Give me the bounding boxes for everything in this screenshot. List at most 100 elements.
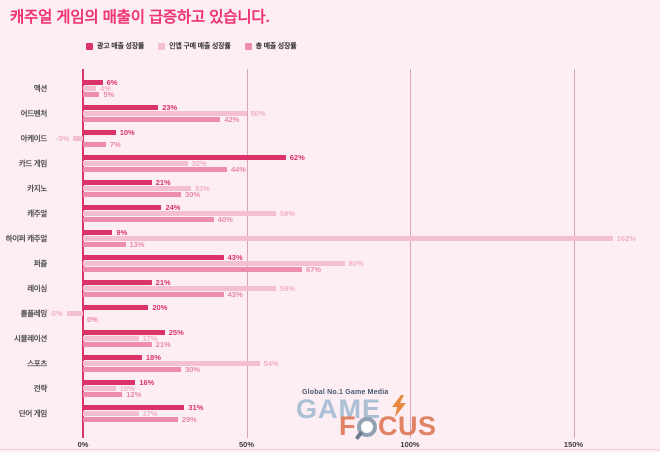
bar-ad-revenue (83, 80, 103, 85)
bar-iap-revenue (83, 111, 247, 116)
chart-row: 퍼즐 43% 80% 67% (0, 251, 660, 276)
bar-total-revenue (83, 217, 214, 222)
y-axis-line (82, 69, 84, 438)
value-label-total-revenue: 30% (185, 365, 201, 374)
value-label-ad-revenue: 23% (162, 103, 178, 112)
bar-ad-revenue (83, 255, 224, 260)
chart-row: 카지노 21% 33% 30% (0, 176, 660, 201)
value-label-iap-revenue: 162% (616, 234, 636, 243)
bar-total-revenue (83, 367, 182, 372)
bar-iap-revenue (83, 161, 188, 166)
value-label-total-revenue: 29% (181, 415, 197, 424)
value-label-iap-revenue: 4% (100, 84, 111, 93)
legend-item-label: 인앱 구매 매출 성장률 (169, 43, 231, 50)
value-label-ad-revenue: 43% (227, 253, 243, 262)
chart-row: 아케이드 10% -3% 7% (0, 126, 660, 151)
gridline-50% (246, 69, 248, 438)
value-label-total-revenue: 21% (155, 340, 171, 349)
category-label: 카드 게임 (18, 159, 47, 168)
bar-ad-revenue (83, 355, 142, 360)
bar-iap-revenue (83, 236, 613, 241)
bar-total-revenue (83, 417, 178, 422)
bar-iap-revenue (83, 286, 276, 291)
value-label-ad-revenue: 20% (152, 303, 168, 312)
bar-ad-revenue (83, 105, 159, 110)
value-label-ad-revenue: 18% (145, 353, 161, 362)
value-label-ad-revenue: 9% (116, 228, 128, 237)
category-label: 아케이드 (20, 134, 48, 143)
value-label-iap-revenue: 17% (142, 409, 158, 418)
category-label: 단어 게임 (18, 409, 47, 418)
chart-row: 어드벤처 23% 50% 42% (0, 101, 660, 126)
category-label: 롤플레잉 (20, 309, 48, 318)
lightning-bolt-shape (392, 395, 406, 417)
value-label-ad-revenue: 21% (155, 178, 171, 187)
bar-total-revenue (83, 142, 106, 147)
bar-total-revenue (83, 167, 227, 172)
category-label: 카지노 (27, 184, 47, 193)
x-tick-100%: 100% (400, 440, 420, 449)
bar-ad-revenue (83, 380, 136, 385)
legend-item-label: 광고 매출 성장률 (97, 43, 145, 50)
value-label-iap-revenue: 80% (348, 259, 364, 268)
category-label: 캐주얼 (27, 209, 47, 218)
category-label: 액션 (33, 84, 48, 93)
legend-item-label: 총 매출 성장률 (255, 43, 297, 50)
value-label-total-revenue: 40% (217, 215, 233, 224)
value-label-total-revenue: 13% (129, 240, 145, 249)
category-label: 전략 (33, 384, 48, 393)
value-label-total-revenue: 44% (230, 165, 246, 174)
chart-row: 시뮬레이션 25% 17% 21% (0, 326, 660, 351)
bar-total-revenue (83, 192, 182, 197)
bar-total-revenue (83, 92, 100, 97)
bar-total-revenue (83, 267, 303, 272)
value-label-total-revenue: 5% (103, 90, 115, 99)
chart-row: 롤플레잉 20% -5% 0% (0, 301, 660, 326)
magnifier-icon (357, 416, 377, 437)
bar-total-revenue (83, 292, 224, 297)
x-tick-150%: 150% (563, 440, 584, 449)
gamefocus-logo: Global No.1 Game Media GAME F CUS (296, 387, 456, 449)
category-label: 퍼즐 (33, 259, 48, 268)
x-tick-50%: 50% (238, 440, 254, 449)
logo-tagline: Global No.1 Game Media (302, 389, 389, 396)
value-label-iap-revenue: 59% (279, 284, 295, 293)
bar-total-revenue (83, 392, 123, 397)
x-tick-0%: 0% (77, 440, 89, 449)
legend-item: 총 매출 성장률 (244, 41, 297, 51)
bar-iap-revenue (83, 261, 345, 266)
logo-focus-cus: CUS (378, 411, 437, 441)
category-label: 레이싱 (27, 284, 47, 293)
value-label-ad-revenue: 21% (155, 278, 171, 287)
legend-item: 광고 매출 성장률 (86, 41, 144, 51)
category-label: 스포츠 (27, 359, 47, 368)
category-label: 하이퍼 캐주얼 (5, 234, 48, 243)
bar-ad-revenue (83, 205, 162, 210)
bar-ad-revenue (83, 330, 165, 335)
category-label: 어드벤처 (20, 109, 48, 118)
value-label-ad-revenue: 24% (165, 203, 181, 212)
bottom-border (0, 449, 660, 450)
bar-total-revenue (83, 342, 152, 347)
chart-row: 스포츠 18% 54% 30% (0, 351, 660, 376)
value-label-iap-revenue: 10% (119, 384, 135, 393)
bar-ad-revenue (83, 180, 152, 185)
gridline-150% (573, 69, 575, 438)
bar-total-revenue (83, 117, 221, 122)
bar-iap-revenue (83, 336, 139, 341)
bar-iap-revenue (83, 411, 139, 416)
bar-ad-revenue (83, 305, 149, 310)
bar-ad-revenue (83, 155, 286, 160)
legend-swatch (86, 42, 93, 50)
value-label-iap-revenue: 54% (263, 359, 279, 368)
value-label-iap-revenue: 32% (191, 159, 207, 168)
chart-row: 하이퍼 캐주얼 9% 162% 13% (0, 226, 660, 251)
bar-total-revenue (83, 242, 126, 247)
chart-row: 액션 6% 4% 5% (0, 76, 660, 101)
logo-focus-text: F CUS (339, 413, 437, 440)
value-label-ad-revenue: 25% (168, 328, 184, 337)
value-label-total-revenue: 42% (224, 115, 240, 124)
value-label-iap-revenue: -5% (49, 309, 63, 318)
